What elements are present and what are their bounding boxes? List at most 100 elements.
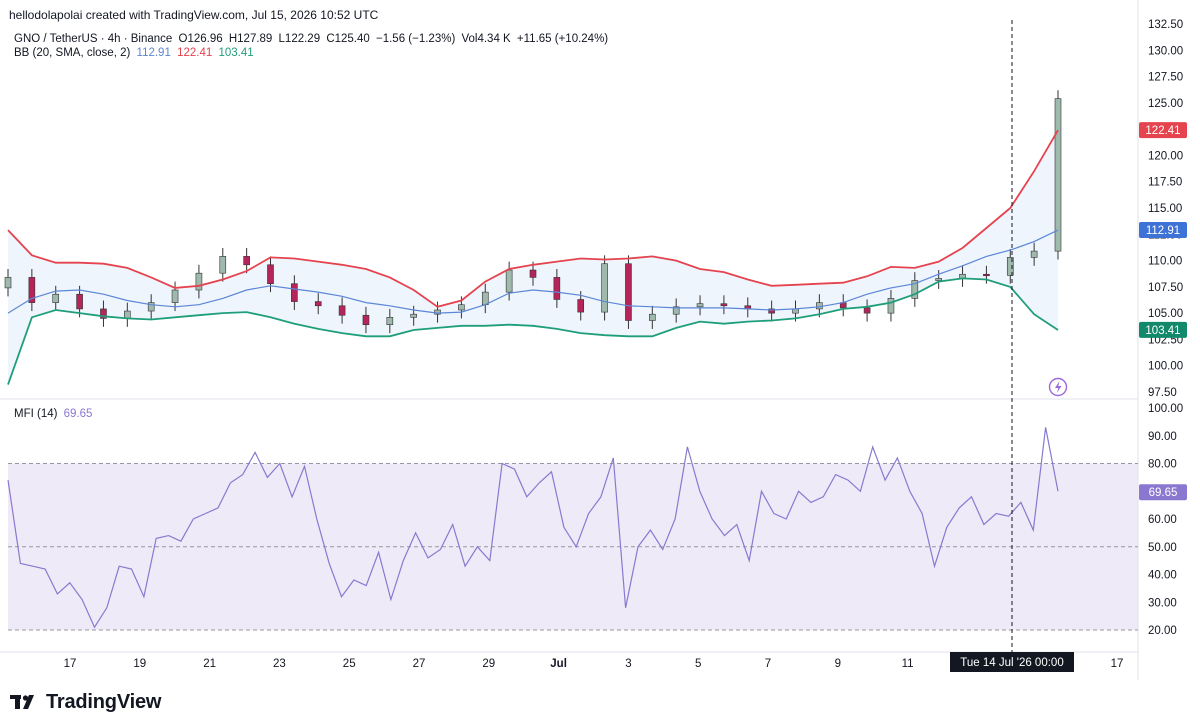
bb-upper-line xyxy=(7,129,1059,308)
time-tick-label: 25 xyxy=(343,658,356,670)
price-tick-label: 115.00 xyxy=(1148,203,1182,215)
candle-body xyxy=(911,280,919,299)
time-tick-label: 7 xyxy=(765,658,771,670)
bb-basis-line xyxy=(7,229,1059,314)
bb-band-fill xyxy=(8,130,1058,385)
crosshair-time-label: Tue 14 Jul '26 00:00 xyxy=(960,657,1063,669)
mfi-tick-label: 40.00 xyxy=(1148,570,1177,582)
mfi-tick-label: 30.00 xyxy=(1148,597,1177,609)
ohlc-close: C125.40 xyxy=(326,33,370,45)
symbol-legend: GNO / TetherUS · 4h · Binance O126.96 H1… xyxy=(14,33,611,45)
brand-name: TradingView xyxy=(46,690,162,713)
time-tick-label: 17 xyxy=(1111,658,1124,670)
time-tick-label: Jul xyxy=(550,658,567,670)
time-tick-label: 5 xyxy=(695,658,701,670)
candle-body xyxy=(696,303,704,308)
candle-body xyxy=(28,277,36,303)
candle-body xyxy=(553,277,561,300)
candle-body xyxy=(195,272,203,291)
mfi-tick-label: 90.00 xyxy=(1148,431,1177,443)
price-tick-label: 130.00 xyxy=(1148,45,1183,57)
bb-basis-badge-label: 112.91 xyxy=(1146,225,1180,237)
bb-lower-value: 103.41 xyxy=(218,47,254,59)
candle-body xyxy=(434,309,441,315)
price-tick-label: 97.50 xyxy=(1148,387,1177,399)
candle-body xyxy=(458,304,465,311)
candle-body xyxy=(1006,257,1014,276)
volume: Vol4.34 K xyxy=(461,33,511,45)
mfi-tick-label: 20.00 xyxy=(1148,625,1177,637)
ohlc-high: H127.89 xyxy=(228,33,273,45)
candle-body xyxy=(505,269,513,293)
symbol-name[interactable]: GNO / TetherUS · 4h · Binance xyxy=(14,33,173,45)
price-tick-label: 117.50 xyxy=(1148,177,1182,189)
bb-lower-badge xyxy=(1139,321,1187,338)
mfi-tick-label: 100.00 xyxy=(1148,403,1183,415)
time-tick-label: 19 xyxy=(133,658,146,670)
candle-body xyxy=(4,277,12,289)
price-tick-label: 105.00 xyxy=(1148,308,1183,320)
candle-body xyxy=(625,263,632,321)
ohlc-open: O126.96 xyxy=(178,33,223,45)
bb-lower-line xyxy=(7,277,1059,385)
bb-lower-badge-label: 103.41 xyxy=(1145,325,1180,337)
bb-legend: BB (20, SMA, close, 2) 112.91 122.41 103… xyxy=(14,47,257,59)
candle-body xyxy=(649,313,656,321)
candle-body xyxy=(601,263,608,313)
candle-body xyxy=(267,264,274,285)
time-tick-label: 23 xyxy=(273,658,286,670)
candle-body xyxy=(863,307,871,314)
mfi-legend: MFI (14) 69.65 xyxy=(14,408,95,420)
time-tick-label: 21 xyxy=(203,658,216,670)
bb-upper-value: 122.41 xyxy=(177,47,213,59)
candle-body xyxy=(529,269,537,278)
time-tick-label: 9 xyxy=(835,658,841,670)
attribution: hellodolapolai created with TradingView.… xyxy=(9,8,379,22)
time-tick-label: 11 xyxy=(902,658,914,670)
candle-body xyxy=(720,303,728,307)
candle-body xyxy=(314,301,322,307)
candle-body xyxy=(1030,250,1038,258)
mfi-value: 69.65 xyxy=(63,408,93,420)
mfi-badge-label: 69.65 xyxy=(1149,487,1178,499)
time-tick-label: 27 xyxy=(413,658,426,670)
bb-label[interactable]: BB (20, SMA, close, 2) xyxy=(14,47,131,59)
price-tick-label: 120.00 xyxy=(1148,150,1183,162)
bb-basis-value: 112.91 xyxy=(136,47,171,59)
price-change: −1.56 (−1.23%) xyxy=(376,33,456,45)
candle-body xyxy=(816,302,823,310)
price-tick-label: 125.00 xyxy=(1148,98,1183,110)
candle-body xyxy=(362,314,370,326)
candle-body xyxy=(291,283,298,302)
bb-basis-badge xyxy=(1139,221,1187,238)
mfi-label[interactable]: MFI (14) xyxy=(14,408,58,420)
price-tick-label: 127.50 xyxy=(1148,72,1183,84)
ohlc-low: L122.29 xyxy=(278,33,321,45)
crosshair-time-badge xyxy=(950,652,1074,672)
price-tick-label: 100.00 xyxy=(1148,361,1183,373)
candle-body xyxy=(577,299,585,313)
time-tick-label: 29 xyxy=(482,658,495,670)
candle-body xyxy=(171,289,179,303)
mfi-tick-label: 80.00 xyxy=(1148,459,1177,471)
candle-body xyxy=(410,313,417,318)
mfi-tick-label: 50.00 xyxy=(1148,542,1177,554)
candle-body xyxy=(481,291,489,306)
candle-body xyxy=(672,306,680,315)
tradingview-logo-icon xyxy=(10,695,34,709)
candle-body xyxy=(983,273,990,277)
mfi-tick-label: 60.00 xyxy=(1148,514,1177,526)
candle-body xyxy=(147,302,155,312)
lightning-icon[interactable] xyxy=(1048,377,1068,397)
candle-body xyxy=(768,308,775,314)
lightning-icon-bolt xyxy=(1055,381,1062,393)
candle-body xyxy=(1054,98,1062,252)
candle-body xyxy=(219,256,227,274)
tradingview-brand[interactable]: TradingView xyxy=(10,689,161,715)
price-tick-label: 132.50 xyxy=(1148,19,1183,31)
candle-body xyxy=(124,310,131,319)
candle-body xyxy=(887,298,895,314)
price-tick-label: 107.50 xyxy=(1148,282,1183,294)
candle-body xyxy=(243,256,250,266)
